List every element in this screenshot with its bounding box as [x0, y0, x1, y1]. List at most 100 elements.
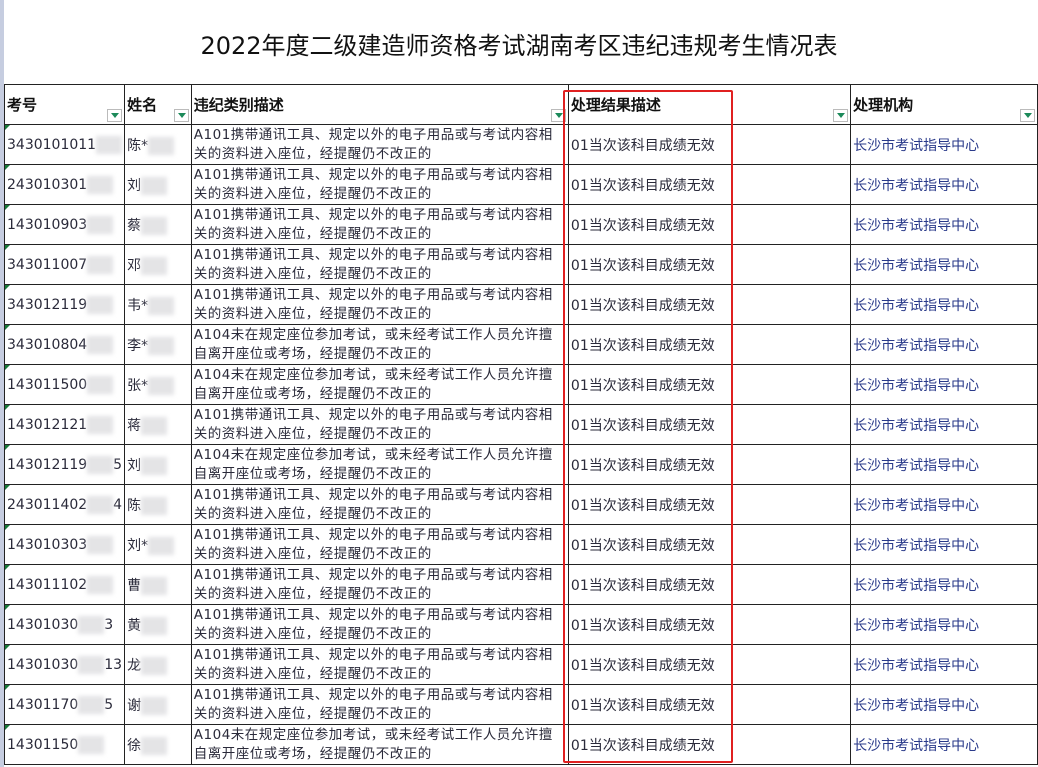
cell-name[interactable]: 黄 [124, 604, 192, 645]
cell-org[interactable]: 长沙市考试指导中心 [850, 364, 1038, 405]
cell-id[interactable]: 143012119 5 [3, 444, 126, 485]
column-header[interactable]: 处理机构 [850, 84, 1038, 125]
cell-result[interactable]: 01当次该科目成绩无效 [567, 484, 852, 525]
cell-name[interactable]: 韦* [124, 284, 192, 325]
cell-name[interactable]: 蔡 [124, 204, 192, 245]
cell-org[interactable]: 长沙市考试指导中心 [850, 124, 1038, 165]
cell-name[interactable]: 龙 [124, 644, 192, 685]
cell-result[interactable]: 01当次该科目成绩无效 [567, 404, 852, 445]
text-number-indicator-icon [5, 605, 10, 610]
cell-violation[interactable]: A101携带通讯工具、规定以外的电子用品或与考试内容相关的资料进入座位，经提醒仍… [190, 244, 569, 285]
cell-violation[interactable]: A101携带通讯工具、规定以外的电子用品或与考试内容相关的资料进入座位，经提醒仍… [190, 684, 569, 725]
cell-id[interactable]: 343012119 [3, 284, 126, 325]
cell-org[interactable]: 长沙市考试指导中心 [850, 284, 1038, 325]
redacted-blur [141, 576, 168, 595]
cell-org[interactable]: 长沙市考试指导中心 [850, 724, 1038, 765]
cell-violation[interactable]: A101携带通讯工具、规定以外的电子用品或与考试内容相关的资料进入座位，经提醒仍… [190, 604, 569, 645]
cell-name[interactable]: 邓 [124, 244, 192, 285]
cell-result[interactable]: 01当次该科目成绩无效 [567, 244, 852, 285]
cell-org[interactable]: 长沙市考试指导中心 [850, 324, 1038, 365]
cell-violation[interactable]: A101携带通讯工具、规定以外的电子用品或与考试内容相关的资料进入座位，经提醒仍… [190, 524, 569, 565]
filter-dropdown-icon[interactable] [550, 109, 566, 122]
cell-org[interactable]: 长沙市考试指导中心 [850, 524, 1038, 565]
redacted-blur [78, 695, 105, 714]
cell-result[interactable]: 01当次该科目成绩无效 [567, 364, 852, 405]
cell-result[interactable]: 01当次该科目成绩无效 [567, 284, 852, 325]
cell-violation[interactable]: A101携带通讯工具、规定以外的电子用品或与考试内容相关的资料进入座位，经提醒仍… [190, 564, 569, 605]
cell-violation[interactable]: A104未在规定座位参加考试，或未经考试工作人员允许擅自离开座位或考场，经提醒仍… [190, 364, 569, 405]
cell-violation[interactable]: A101携带通讯工具、规定以外的电子用品或与考试内容相关的资料进入座位，经提醒仍… [190, 484, 569, 525]
cell-id[interactable]: 343011007 [3, 244, 126, 285]
cell-id[interactable]: 14301170 5 [3, 684, 126, 725]
cell-id[interactable]: 343010804 [3, 324, 126, 365]
cell-violation[interactable]: A104未在规定座位参加考试，或未经考试工作人员允许擅自离开座位或考场，经提醒仍… [190, 324, 569, 365]
cell-name[interactable]: 曹 [124, 564, 192, 605]
redacted-blur [78, 735, 105, 754]
cell-result[interactable]: 01当次该科目成绩无效 [567, 164, 852, 205]
text-number-indicator-icon [5, 645, 10, 650]
cell-violation[interactable]: A101携带通讯工具、规定以外的电子用品或与考试内容相关的资料进入座位，经提醒仍… [190, 404, 569, 445]
redacted-blur [87, 375, 114, 394]
cell-violation[interactable]: A101携带通讯工具、规定以外的电子用品或与考试内容相关的资料进入座位，经提醒仍… [190, 164, 569, 205]
cell-id[interactable]: 243010301 [3, 164, 126, 205]
column-header[interactable]: 考号 [3, 84, 126, 125]
cell-id[interactable]: 143011102 [3, 564, 126, 605]
cell-name[interactable]: 李* [124, 324, 192, 365]
cell-violation[interactable]: A101携带通讯工具、规定以外的电子用品或与考试内容相关的资料进入座位，经提醒仍… [190, 284, 569, 325]
cell-violation[interactable]: A101携带通讯工具、规定以外的电子用品或与考试内容相关的资料进入座位，经提醒仍… [190, 204, 569, 245]
cell-violation[interactable]: A101携带通讯工具、规定以外的电子用品或与考试内容相关的资料进入座位，经提醒仍… [190, 124, 569, 165]
cell-result[interactable]: 01当次该科目成绩无效 [567, 204, 852, 245]
column-header[interactable]: 处理结果描述 [567, 84, 852, 125]
cell-result[interactable]: 01当次该科目成绩无效 [567, 524, 852, 565]
cell-result[interactable]: 01当次该科目成绩无效 [567, 684, 852, 725]
column-header[interactable]: 姓名 [124, 84, 192, 125]
cell-id[interactable]: 143011500 [3, 364, 126, 405]
cell-id[interactable]: 14301030 13 [3, 644, 126, 685]
cell-name[interactable]: 谢 [124, 684, 192, 725]
cell-name[interactable]: 蒋 [124, 404, 192, 445]
cell-org[interactable]: 长沙市考试指导中心 [850, 204, 1038, 245]
cell-result[interactable]: 01当次该科目成绩无效 [567, 724, 852, 765]
cell-name[interactable]: 陈* [124, 124, 192, 165]
cell-result[interactable]: 01当次该科目成绩无效 [567, 644, 852, 685]
column-header[interactable]: 违纪类别描述 [190, 84, 569, 125]
cell-result[interactable]: 01当次该科目成绩无效 [567, 444, 852, 485]
cell-result[interactable]: 01当次该科目成绩无效 [567, 324, 852, 365]
filter-dropdown-icon[interactable] [107, 109, 123, 122]
cell-org[interactable]: 长沙市考试指导中心 [850, 684, 1038, 725]
cell-name[interactable]: 陈 [124, 484, 192, 525]
cell-result[interactable]: 01当次该科目成绩无效 [567, 604, 852, 645]
cell-name[interactable]: 刘 [124, 444, 192, 485]
redacted-blur [148, 296, 175, 315]
cell-org[interactable]: 长沙市考试指导中心 [850, 644, 1038, 685]
redacted-blur [87, 575, 114, 594]
cell-id[interactable]: 3430101011 [3, 124, 126, 165]
cell-org[interactable]: 长沙市考试指导中心 [850, 164, 1038, 205]
filter-dropdown-icon[interactable] [833, 109, 849, 122]
cell-name[interactable]: 张* [124, 364, 192, 405]
cell-org[interactable]: 长沙市考试指导中心 [850, 404, 1038, 445]
filter-dropdown-icon[interactable] [173, 109, 189, 122]
filter-dropdown-icon[interactable] [1020, 109, 1035, 122]
cell-org[interactable]: 长沙市考试指导中心 [850, 604, 1038, 645]
cell-org[interactable]: 长沙市考试指导中心 [850, 244, 1038, 285]
cell-id[interactable]: 143012121 [3, 404, 126, 445]
cell-name[interactable]: 刘 [124, 164, 192, 205]
cell-result[interactable]: 01当次该科目成绩无效 [567, 564, 852, 605]
cell-id[interactable]: 14301150 [3, 724, 126, 765]
cell-result[interactable]: 01当次该科目成绩无效 [567, 124, 852, 165]
text-number-indicator-icon [5, 525, 10, 530]
cell-violation[interactable]: A101携带通讯工具、规定以外的电子用品或与考试内容相关的资料进入座位，经提醒仍… [190, 644, 569, 685]
cell-id[interactable]: 243011402 4 [3, 484, 126, 525]
cell-name[interactable]: 刘* [124, 524, 192, 565]
cell-violation[interactable]: A104未在规定座位参加考试，或未经考试工作人员允许擅自离开座位或考场，经提醒仍… [190, 724, 569, 765]
cell-violation[interactable]: A104未在规定座位参加考试，或未经考试工作人员允许擅自离开座位或考场，经提醒仍… [190, 444, 569, 485]
cell-id[interactable]: 143010903 [3, 204, 126, 245]
cell-id[interactable]: 143010303 [3, 524, 126, 565]
cell-org[interactable]: 长沙市考试指导中心 [850, 484, 1038, 525]
cell-org[interactable]: 长沙市考试指导中心 [850, 444, 1038, 485]
cell-org[interactable]: 长沙市考试指导中心 [850, 564, 1038, 605]
cell-name[interactable]: 徐 [124, 724, 192, 765]
